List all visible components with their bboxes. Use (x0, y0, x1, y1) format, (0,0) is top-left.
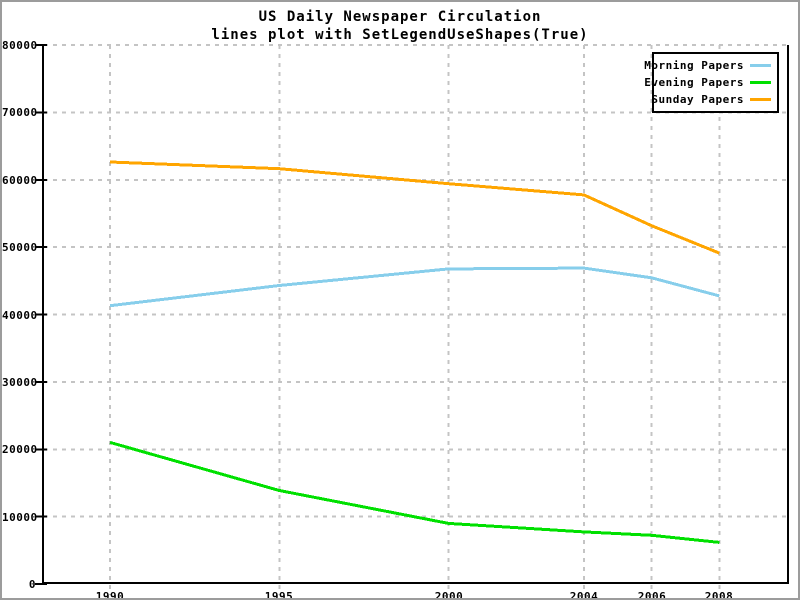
chart-title: US Daily Newspaper Circulation (258, 9, 542, 25)
chart-title-block: US Daily Newspaper Circulation lines plo… (2, 8, 798, 44)
x-tick-label: 2006 (637, 590, 667, 600)
x-tick-label: 2008 (704, 590, 734, 600)
x-tick-label: 2000 (434, 590, 464, 600)
legend-line-swatch (750, 98, 771, 101)
legend-label: Sunday Papers (651, 93, 744, 106)
plot-area (35, 44, 789, 595)
series-line-evening-papers (109, 440, 720, 544)
y-tick-label: 40000 (2, 309, 38, 322)
y-tick-label: 70000 (2, 106, 38, 119)
y-tick-label: 80000 (2, 39, 38, 52)
legend-row-morning-papers: Morning Papers (644, 59, 771, 73)
y-tick-label: 0 (28, 578, 36, 591)
x-tick-label: 1990 (95, 590, 125, 600)
y-tick-label: 10000 (2, 511, 38, 524)
legend: Morning Papers Evening Papers Sunday Paper… (644, 52, 779, 113)
y-tick-label: 30000 (2, 376, 38, 389)
x-tick-label: 2004 (569, 590, 599, 600)
y-tick-label: 50000 (2, 241, 38, 254)
y-tick-label: 20000 (2, 443, 38, 456)
legend-line-swatch (750, 81, 771, 84)
chart-svg (35, 44, 789, 595)
series-line-sunday-papers (109, 160, 720, 255)
y-tick-label: 60000 (2, 174, 38, 187)
x-tick-label: 1995 (264, 590, 294, 600)
legend-row-evening-papers: Evening Papers (644, 76, 771, 90)
legend-label: Morning Papers (644, 59, 744, 72)
legend-line-swatch (750, 64, 771, 67)
legend-label: Evening Papers (644, 76, 744, 89)
legend-row-sunday-papers: Sunday Papers (651, 93, 771, 107)
chart-subtitle: lines plot with SetLegendUseShapes(True) (211, 27, 589, 43)
series-line-morning-papers (109, 266, 720, 308)
